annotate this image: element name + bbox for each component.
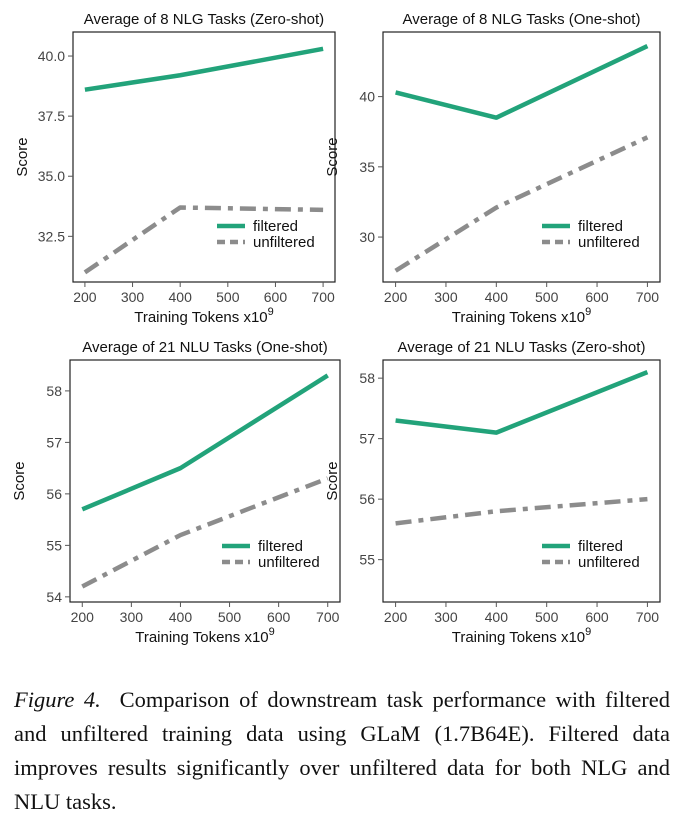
- series-line-filtered: [81, 373, 329, 512]
- x-tick-label: 300: [121, 289, 145, 305]
- plot-frame: [382, 31, 661, 283]
- x-tick-label: 700: [636, 609, 660, 625]
- x-tick-label: 400: [485, 289, 509, 305]
- legend-label-unfiltered: unfiltered: [253, 234, 315, 251]
- x-tick-label: 200: [73, 289, 97, 305]
- figure-grid: Average of 8 NLG Tasks (Zero-shot) 200 300…: [11, 11, 661, 646]
- x-tick-label: 400: [169, 289, 193, 305]
- x-axis-label-exponent: 9: [585, 306, 591, 318]
- x-axis-label: Training Tokens x109: [452, 306, 592, 326]
- x-axis-label: Training Tokens x109: [134, 306, 274, 326]
- x-axis-label: Training Tokens x109: [452, 626, 592, 646]
- series-line-unfiltered: [394, 135, 649, 273]
- x-tick-label: 600: [585, 609, 609, 625]
- caption-text: Comparison of downstream task performanc…: [14, 687, 671, 814]
- x-tick-label: 700: [636, 289, 660, 305]
- y-tick-label: 30: [359, 229, 375, 245]
- chart-panel-3: Average of 21 NLU Tasks (One-shot) 200 300…: [11, 339, 341, 646]
- legend-label-filtered: filtered: [578, 538, 623, 555]
- charts-svg: Average of 8 NLG Tasks (Zero-shot) 200 300…: [11, 11, 661, 646]
- y-tick-label: 56: [46, 486, 62, 502]
- series-line-unfiltered: [395, 496, 648, 526]
- chart-title: Average of 21 NLU Tasks (Zero-shot): [398, 339, 646, 356]
- series-line-filtered: [395, 370, 649, 435]
- y-tick-label: 40.0: [38, 48, 65, 64]
- y-tick-label: 35: [359, 159, 375, 175]
- legend-label-unfiltered: unfiltered: [578, 554, 640, 571]
- x-tick-label: 300: [434, 609, 458, 625]
- x-tick-label: 300: [434, 289, 458, 305]
- legend-label-unfiltered: unfiltered: [578, 234, 640, 251]
- series-line-unfiltered: [81, 476, 329, 589]
- x-tick-label: 500: [535, 609, 559, 625]
- x-axis-label-exponent: 9: [269, 626, 275, 638]
- y-axis-label: Score: [11, 461, 28, 500]
- x-axis-label: Training Tokens x109: [135, 626, 275, 646]
- y-tick-label: 56: [359, 491, 375, 507]
- chart-title: Average of 8 NLG Tasks (Zero-shot): [84, 11, 324, 28]
- x-tick-label: 400: [169, 609, 193, 625]
- chart-panel-2: Average of 8 NLG Tasks (One-shot) 200 300 4…: [324, 11, 661, 326]
- y-tick-label: 57: [46, 434, 62, 450]
- y-axis-label: Score: [324, 461, 341, 500]
- x-tick-label: 500: [218, 609, 242, 625]
- plot-frame: [69, 359, 341, 603]
- x-tick-label: 700: [311, 289, 335, 305]
- x-axis-label-text: Training Tokens x10: [452, 309, 585, 326]
- x-tick-label: 500: [535, 289, 559, 305]
- x-tick-label: 200: [384, 609, 408, 625]
- x-tick-label: 300: [120, 609, 144, 625]
- y-tick-label: 55: [359, 552, 375, 568]
- legend-label-filtered: filtered: [253, 218, 298, 235]
- y-axis-label: Score: [14, 137, 31, 176]
- legend-label-unfiltered: unfiltered: [258, 554, 320, 571]
- caption-label: Figure 4.: [14, 687, 101, 712]
- y-tick-label: 55: [46, 537, 62, 553]
- figure-caption: Figure 4. Comparison of downstream task …: [14, 683, 670, 819]
- legend-label-filtered: filtered: [258, 538, 303, 555]
- x-tick-label: 600: [264, 289, 288, 305]
- y-tick-label: 54: [46, 589, 62, 605]
- plot-frame: [72, 31, 336, 283]
- chart-title: Average of 21 NLU Tasks (One-shot): [82, 339, 327, 356]
- x-tick-label: 600: [585, 289, 609, 305]
- x-axis-label-text: Training Tokens x10: [134, 309, 267, 326]
- y-tick-label: 58: [46, 383, 62, 399]
- series-line-unfiltered: [83, 205, 324, 275]
- y-tick-label: 35.0: [38, 168, 65, 184]
- series-line-filtered: [395, 44, 649, 120]
- y-tick-label: 32.5: [38, 228, 65, 244]
- x-tick-label: 600: [267, 609, 291, 625]
- plot-frame: [382, 359, 661, 603]
- legend-label-filtered: filtered: [578, 218, 623, 235]
- series-line-filtered: [84, 46, 324, 92]
- x-axis-label-exponent: 9: [585, 626, 591, 638]
- x-tick-label: 700: [316, 609, 340, 625]
- x-tick-label: 400: [485, 609, 509, 625]
- chart-panel-4: Average of 21 NLU Tasks (Zero-shot) 200 30…: [324, 339, 661, 646]
- x-tick-label: 500: [216, 289, 240, 305]
- chart-panel-1: Average of 8 NLG Tasks (Zero-shot) 200 300…: [14, 11, 336, 326]
- chart-title: Average of 8 NLG Tasks (One-shot): [403, 11, 641, 28]
- y-axis-label: Score: [324, 137, 341, 176]
- y-tick-label: 40: [359, 89, 375, 105]
- x-tick-label: 200: [71, 609, 95, 625]
- x-tick-label: 200: [384, 289, 408, 305]
- x-axis-label-text: Training Tokens x10: [135, 629, 268, 646]
- y-tick-label: 37.5: [38, 108, 65, 124]
- y-tick-label: 57: [359, 431, 375, 447]
- x-axis-label-exponent: 9: [268, 306, 274, 318]
- y-tick-label: 58: [359, 370, 375, 386]
- x-axis-label-text: Training Tokens x10: [452, 629, 585, 646]
